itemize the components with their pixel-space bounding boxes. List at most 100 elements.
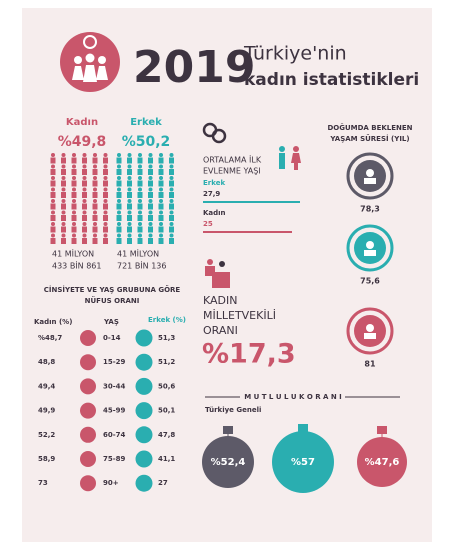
person-head [72,164,76,169]
person-body [71,192,77,198]
person-head [117,164,121,169]
person-body [71,215,77,221]
person-head [117,233,121,238]
person-body [82,169,87,175]
person-head [82,210,87,215]
women-dot [80,378,96,395]
person-head [127,210,132,215]
person-body [82,192,87,198]
women-dot [80,475,96,492]
person-head [103,210,108,215]
person-head [103,164,108,169]
person-body [158,192,164,198]
men-dot [135,450,153,468]
person-head [82,187,87,192]
person-body [148,157,153,164]
person-body [116,215,122,221]
men-dot [135,377,153,395]
person-body [158,238,164,244]
life-title: DOĞUMDA BEKLENEN [327,123,412,132]
podium-icon [205,259,230,288]
men-count: 721 BİN 136 [117,261,166,271]
person-head [159,176,163,180]
person-head [159,233,163,238]
couple-icon [279,146,301,170]
title-line: kadın istatistikleri [244,70,419,90]
person-body [158,169,164,175]
person-body [92,226,98,233]
person-head [103,233,108,238]
person-head [148,164,153,169]
men-value: 41,1 [158,455,175,463]
person-body [127,203,132,210]
person-head [169,210,174,215]
life-icon [364,333,376,339]
person-body [148,215,153,221]
person-head [148,176,153,180]
parliament-text: MİLLETVEKİLİ [203,309,276,322]
person-head [72,187,76,192]
person-head [127,164,132,169]
title-line: Türkiye'nin [243,43,347,65]
person-head [61,233,66,238]
men-header: Erkek (%) [148,316,186,324]
person-body [127,192,132,198]
person-body [158,215,164,221]
balloon [202,436,254,488]
women-value: %48,7 [38,334,62,342]
person-head [169,153,174,157]
person-body [169,157,174,164]
person-head [82,233,87,238]
female-symbol [83,35,97,49]
person-body [103,157,108,164]
person-body [127,180,132,187]
age-group: 90+ [103,479,119,487]
person-body [92,180,98,187]
person-body [92,215,98,221]
women-value: 52,2 [38,431,55,439]
person-body [137,238,143,244]
person-head [117,210,121,215]
person-body [61,215,66,221]
person-body [71,203,77,210]
women-dot [80,330,96,346]
women-value: 48,8 [38,358,55,366]
life-value: 81 [364,360,376,369]
men-dot [135,329,153,347]
life-title: YAŞAM SÜRESİ (YIL) [329,134,409,143]
person-head [93,164,97,169]
person-head [117,199,121,203]
person-head [169,164,174,169]
life-ring [346,224,394,272]
person-head [61,187,66,192]
person-body [116,203,122,210]
person-body [103,215,108,221]
person-body [148,192,153,198]
balloon-value: %52,4 [211,457,246,468]
men-value: 51,3 [158,334,175,342]
person-head [51,187,55,192]
person-head [82,176,87,180]
balloon-tag [377,426,387,434]
marriage-title: EVLENME YAŞI [203,167,261,176]
men-dot [135,353,153,371]
life-icon [366,169,374,177]
person-body [71,157,77,164]
person-head [72,176,76,180]
person-body [116,192,122,198]
year: 2019 [133,42,255,93]
women-value: 49,4 [38,382,55,390]
person-body [103,226,108,233]
person-body [92,203,98,210]
person-body [103,203,108,210]
person-head [138,164,142,169]
age-group: 75-89 [103,455,126,463]
person-body [169,169,174,175]
person-head [148,187,153,192]
age-header: YAŞ [103,318,119,326]
balloon-tag [223,426,233,434]
balloon-value: %57 [291,457,315,468]
person-head [117,187,121,192]
person-body [92,192,98,198]
person-head [169,187,174,192]
